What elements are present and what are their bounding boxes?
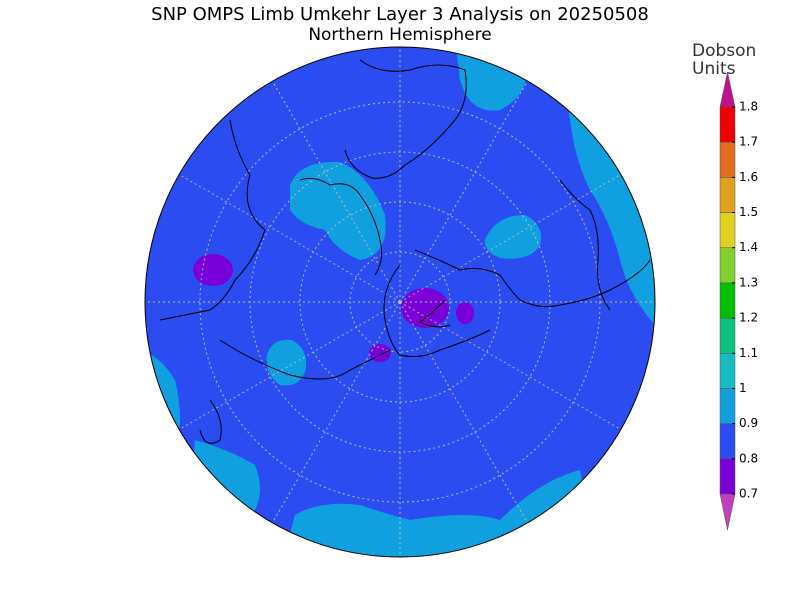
map-border	[144, 46, 656, 558]
colorbar-segment	[719, 388, 736, 424]
colorbar-segment	[719, 317, 736, 354]
map-title: SNP OMPS Limb Umkehr Layer 3 Analysis on…	[151, 4, 649, 25]
coastline	[344, 59, 467, 179]
field-region	[193, 254, 233, 286]
colorbar-segment	[719, 282, 736, 319]
colorbar-tick-label: 1.6	[739, 170, 758, 184]
colorbar-label: Dobson	[692, 41, 756, 61]
field-region	[266, 339, 307, 386]
colorbar-tick-label: 1.3	[739, 275, 758, 289]
map-subtitle: Northern Hemisphere	[308, 25, 491, 45]
colorbar-tick-label: 1.1	[739, 346, 758, 360]
colorbar-under	[719, 493, 736, 531]
colorbar-tick-label: 1.2	[739, 311, 758, 325]
colorbar-tick-label: 1	[739, 381, 747, 395]
colorbar-tick-label: 1.4	[739, 240, 758, 254]
coastline	[414, 249, 651, 308]
colorbar-label: Units	[692, 59, 736, 79]
colorbar-tick-label: 1.7	[739, 135, 758, 149]
field-region	[401, 288, 449, 328]
colorbar-over	[719, 71, 736, 108]
colorbar-segment	[719, 423, 736, 460]
colorbar-segment	[719, 247, 736, 284]
coastline	[219, 339, 391, 380]
coastline	[383, 264, 491, 358]
colorbar-tick-label: 0.9	[739, 416, 758, 430]
colorbar-segment	[719, 458, 736, 495]
polar-map	[144, 46, 656, 558]
map-disk	[145, 47, 655, 557]
coastline	[159, 119, 266, 321]
field-region	[456, 302, 474, 324]
colorbar-tick-label: 1.8	[739, 100, 758, 114]
coastline	[559, 179, 611, 311]
colorbar: 0.7 0.8 0.9 1 1.1 1.2 1.3 1.4 1.5 1.6 1.7 1.8	[719, 71, 758, 531]
coastline	[299, 177, 383, 276]
colorbar-segment	[719, 353, 736, 389]
colorbar-tick-label: 1.5	[739, 205, 758, 219]
colorbar-segment	[719, 177, 736, 213]
colorbar-tick-label: 0.8	[739, 451, 758, 465]
coastline	[199, 399, 222, 444]
colorbar-segment	[719, 106, 736, 143]
coastline	[419, 299, 451, 328]
colorbar-tick-label: 0.7	[739, 487, 758, 501]
colorbar-segment	[719, 141, 736, 178]
colorbar-segment	[719, 212, 736, 248]
